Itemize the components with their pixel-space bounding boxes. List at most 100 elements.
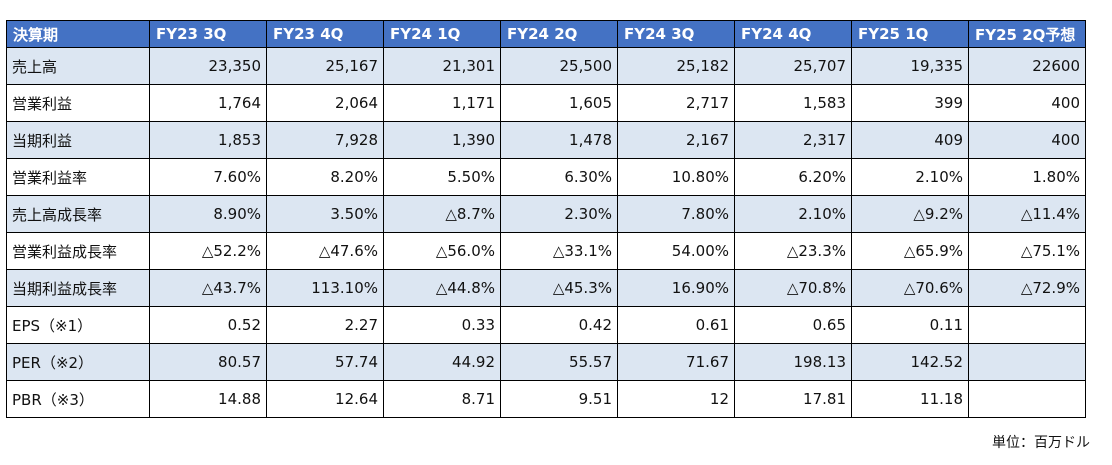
table-cell	[968, 380, 1086, 418]
table-cell: 0.52	[149, 306, 267, 344]
row-label: EPS（※1）	[6, 306, 150, 344]
table-cell: △47.6%	[266, 232, 384, 270]
table-row: PBR（※3） 14.88 12.64 8.71 9.51 12 17.81 11.18	[6, 380, 1086, 418]
table-cell: △23.3%	[734, 232, 852, 270]
table-row: 営業利益率 7.60% 8.20% 5.50% 6.30% 10.80% 6.20% 2.10…	[6, 158, 1086, 196]
row-label: PBR（※3）	[6, 380, 150, 418]
unit-note: 単位：百万ドル	[992, 435, 1090, 451]
row-label: PER（※2）	[6, 343, 150, 381]
table-cell: △45.3%	[500, 269, 618, 307]
table-cell: 7.60%	[149, 158, 267, 196]
table-cell	[968, 306, 1086, 344]
table-cell: 409	[851, 121, 969, 159]
table-row: 営業利益成長率 △52.2% △47.6% △56.0% △33.1% 54.00% △23…	[6, 232, 1086, 270]
table-cell: 2,167	[617, 121, 735, 159]
table-cell: 1,605	[500, 84, 618, 122]
table-cell: 1,583	[734, 84, 852, 122]
table-row: 営業利益 1,764 2,064 1,171 1,605 2,717 1,583 399 400	[6, 84, 1086, 122]
financial-table-container: 決算期 FY23 3Q FY23 4Q FY24 1Q FY24 2Q FY24…	[6, 20, 1086, 418]
row-label: 営業利益成長率	[6, 232, 150, 270]
table-cell: 1,478	[500, 121, 618, 159]
table-cell: 12	[617, 380, 735, 418]
table-cell: 2.27	[266, 306, 384, 344]
table-cell: 6.30%	[500, 158, 618, 196]
table-cell: 8.71	[383, 380, 501, 418]
table-cell: △52.2%	[149, 232, 267, 270]
table-cell: 25,707	[734, 47, 852, 85]
table-cell: 2,064	[266, 84, 384, 122]
table-cell: △44.8%	[383, 269, 501, 307]
table-cell: 0.11	[851, 306, 969, 344]
table-cell: △8.7%	[383, 195, 501, 233]
table-row: EPS（※1） 0.52 2.27 0.33 0.42 0.61 0.65 0.11	[6, 306, 1086, 344]
table-cell: 1,764	[149, 84, 267, 122]
table-cell: 9.51	[500, 380, 618, 418]
table-row: PER（※2） 80.57 57.74 44.92 55.57 71.67 198.13 14…	[6, 343, 1086, 381]
table-cell: 400	[968, 121, 1086, 159]
table-cell: 8.20%	[266, 158, 384, 196]
table-cell: 23,350	[149, 47, 267, 85]
table-cell: 7,928	[266, 121, 384, 159]
table-cell: 21,301	[383, 47, 501, 85]
table-cell: △43.7%	[149, 269, 267, 307]
table-cell: 22600	[968, 47, 1086, 85]
table-cell: △9.2%	[851, 195, 969, 233]
table-cell: 2.30%	[500, 195, 618, 233]
table-cell: 5.50%	[383, 158, 501, 196]
table-cell: 0.42	[500, 306, 618, 344]
table-cell: 1.80%	[968, 158, 1086, 196]
table-row: 売上高成長率 8.90% 3.50% △8.7% 2.30% 7.80% 2.10% △9.2…	[6, 195, 1086, 233]
table-cell: 8.90%	[149, 195, 267, 233]
table-cell: 25,167	[266, 47, 384, 85]
table-cell: △33.1%	[500, 232, 618, 270]
table-cell: 55.57	[500, 343, 618, 381]
table-cell: 198.13	[734, 343, 852, 381]
header-cell: FY24 2Q	[500, 20, 618, 48]
header-cell: FY23 3Q	[149, 20, 267, 48]
row-label: 売上高成長率	[6, 195, 150, 233]
row-label: 当期利益成長率	[6, 269, 150, 307]
row-label: 当期利益	[6, 121, 150, 159]
table-cell: 80.57	[149, 343, 267, 381]
header-cell: FY24 4Q	[734, 20, 852, 48]
table-cell: 6.20%	[734, 158, 852, 196]
row-label: 営業利益率	[6, 158, 150, 196]
table-cell: 0.61	[617, 306, 735, 344]
table-cell: △70.8%	[734, 269, 852, 307]
table-row: 売上高 23,350 25,167 21,301 25,500 25,182 25,707 1…	[6, 47, 1086, 85]
table-cell: △56.0%	[383, 232, 501, 270]
header-row: 決算期 FY23 3Q FY23 4Q FY24 1Q FY24 2Q FY24…	[6, 20, 1086, 48]
table-row: 当期利益成長率 △43.7% 113.10% △44.8% △45.3% 16.90% △7…	[6, 269, 1086, 307]
table-cell: 17.81	[734, 380, 852, 418]
table-cell: 57.74	[266, 343, 384, 381]
table-cell: 44.92	[383, 343, 501, 381]
table-cell: 25,182	[617, 47, 735, 85]
table-cell: 25,500	[500, 47, 618, 85]
table-cell: 1,171	[383, 84, 501, 122]
table-row: 当期利益 1,853 7,928 1,390 1,478 2,167 2,317 409 400	[6, 121, 1086, 159]
table-cell: 0.65	[734, 306, 852, 344]
table-cell: 19,335	[851, 47, 969, 85]
table-cell: 113.10%	[266, 269, 384, 307]
table-cell: 12.64	[266, 380, 384, 418]
table-cell: △11.4%	[968, 195, 1086, 233]
table-cell: 2.10%	[851, 158, 969, 196]
header-cell: FY23 4Q	[266, 20, 384, 48]
table-cell: 1,390	[383, 121, 501, 159]
table-cell: 400	[968, 84, 1086, 122]
table-cell: 71.67	[617, 343, 735, 381]
table-cell: 3.50%	[266, 195, 384, 233]
row-label: 売上高	[6, 47, 150, 85]
header-cell: FY24 3Q	[617, 20, 735, 48]
table-cell: 2,717	[617, 84, 735, 122]
table-cell: △75.1%	[968, 232, 1086, 270]
table-cell: 11.18	[851, 380, 969, 418]
header-cell-period: 決算期	[6, 20, 150, 48]
financial-table: 決算期 FY23 3Q FY23 4Q FY24 1Q FY24 2Q FY24…	[6, 20, 1086, 418]
table-cell: 2,317	[734, 121, 852, 159]
table-cell: 1,853	[149, 121, 267, 159]
table-cell: 142.52	[851, 343, 969, 381]
table-cell: 399	[851, 84, 969, 122]
table-cell: 10.80%	[617, 158, 735, 196]
table-cell: 14.88	[149, 380, 267, 418]
